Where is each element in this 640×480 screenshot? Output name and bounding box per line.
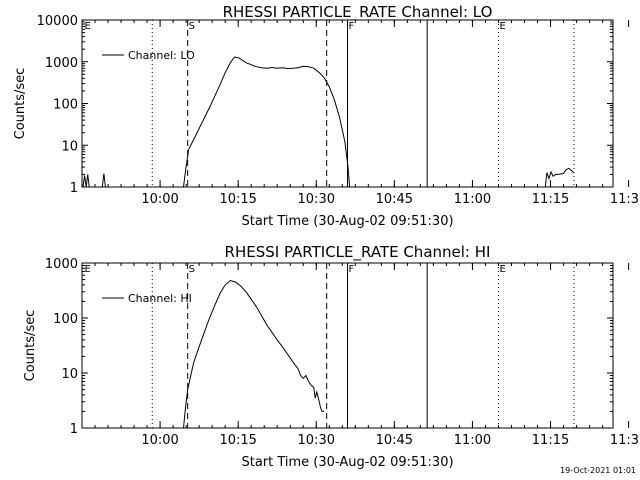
series-line	[82, 173, 106, 188]
series-line	[183, 279, 325, 429]
chart-title: RHESSI PARTICLE_RATE Channel: HI	[225, 243, 491, 262]
y-axis-label: Counts/sec	[13, 68, 28, 140]
x-tick-label: 10:45	[376, 433, 413, 448]
chart-panel-2: RHESSI PARTICLE_RATE Channel: HI 1 10 100 10…	[23, 243, 640, 470]
y-tick-label: 10	[61, 367, 78, 382]
series-line	[544, 167, 574, 188]
x-tick-label: 10:30	[298, 433, 335, 448]
marker-label: F	[349, 21, 355, 32]
x-axis-label: Start Time (30-Aug-02 09:51:30)	[241, 455, 453, 470]
marker-label: S	[189, 21, 195, 32]
marker-label: E	[499, 21, 505, 32]
x-tick-label: 11:30	[610, 433, 640, 448]
x-axis-label: Start Time (30-Aug-02 09:51:30)	[241, 214, 453, 229]
y-tick-label: 1000	[45, 257, 78, 272]
x-tick-label: 10:00	[141, 192, 178, 207]
marker-label: S	[189, 264, 195, 275]
series-line	[183, 56, 351, 188]
x-tick-label: 10:00	[141, 433, 178, 448]
chart-title: RHESSI PARTICLE_RATE Channel: LO	[223, 3, 493, 22]
y-tick-label: 1	[70, 181, 78, 196]
y-tick-label: 10000	[37, 14, 78, 29]
y-tick-label: 1	[70, 422, 78, 437]
x-tick-label: 11:30	[610, 192, 640, 207]
x-tick-label: 11:15	[532, 192, 569, 207]
y-tick-label: 100	[53, 312, 78, 327]
marker-label: E	[499, 264, 505, 275]
marker-label: F	[349, 264, 355, 275]
y-tick-label: 1000	[45, 56, 78, 71]
x-tick-label: 10:15	[219, 433, 256, 448]
x-tick-label: 10:30	[298, 192, 335, 207]
x-tick-label: 11:00	[454, 192, 491, 207]
x-tick-label: 11:00	[454, 433, 491, 448]
footer-timestamp: 19-Oct-2021 01:01	[560, 466, 636, 475]
marker-label: E	[85, 264, 91, 275]
y-tick-label: 10	[61, 139, 78, 154]
x-tick-label: 10:15	[219, 192, 256, 207]
x-tick-label: 11:15	[532, 433, 569, 448]
legend-label: Channel: HI	[128, 292, 192, 305]
y-axis-label: Counts/sec	[23, 310, 38, 382]
chart-panel-1: RHESSI PARTICLE_RATE Channel: LO 1 10 100 10…	[13, 3, 640, 229]
x-tick-label: 10:45	[376, 192, 413, 207]
y-tick-label: 100	[53, 98, 78, 113]
legend-label: Channel: LO	[128, 49, 195, 62]
marker-label: E	[85, 21, 91, 32]
